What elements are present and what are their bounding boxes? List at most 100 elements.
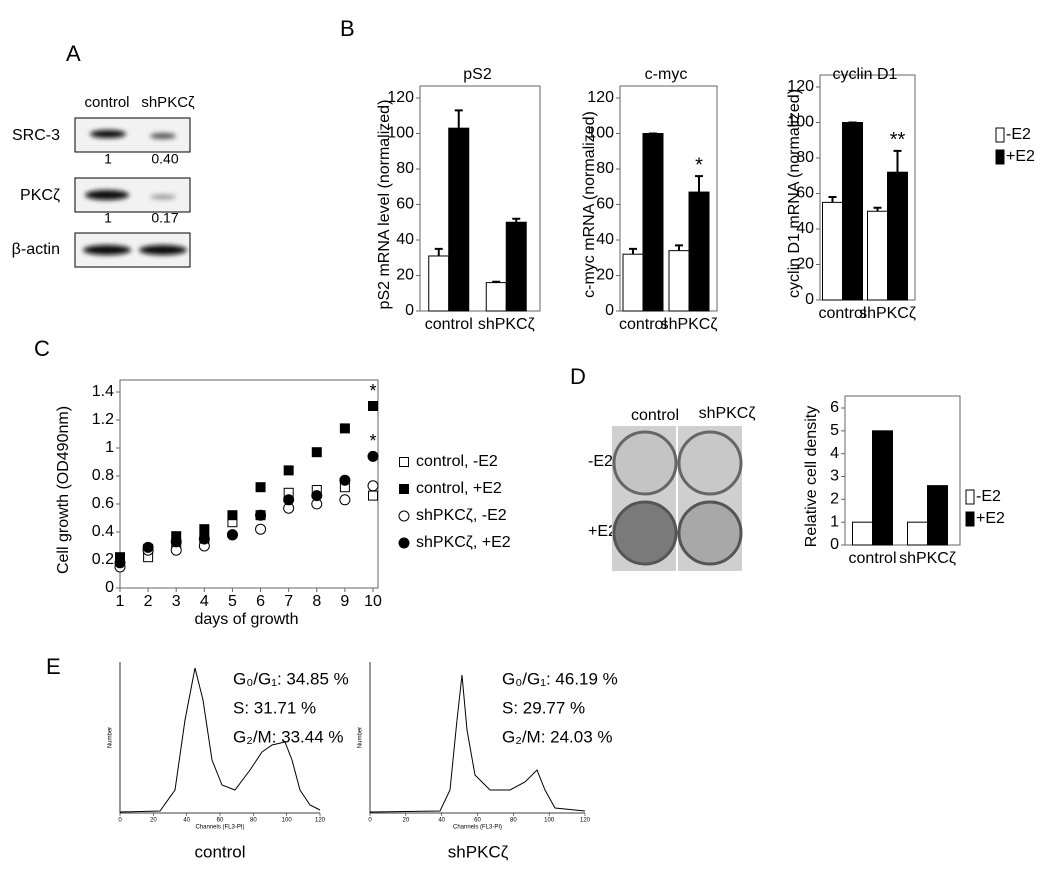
y-tick-label: 40 (596, 231, 614, 248)
y-axis-label: Cell growth (OD490nm) (55, 406, 72, 574)
marker (255, 509, 267, 521)
y-tick-label: 40 (796, 220, 814, 237)
x-tick-label: 7 (284, 593, 293, 610)
y-tick-label: 120 (587, 89, 614, 106)
x-tick-label: control (425, 316, 473, 333)
x-tick-label: 4 (200, 593, 209, 610)
x-tick-label: control (848, 550, 896, 567)
bar (887, 171, 908, 301)
x-tick-label: control (818, 305, 866, 322)
y-tick-label: 60 (596, 196, 614, 213)
legend-label: +E2 (976, 510, 1005, 527)
marker (255, 482, 266, 493)
marker (367, 480, 379, 492)
y-tick-label: 120 (787, 78, 814, 95)
x-tick-label: shPKCζ (661, 316, 718, 333)
blot-quant: 0.40 (151, 151, 178, 167)
marker (283, 494, 295, 506)
blot-band (150, 194, 176, 200)
x-tick-label: 8 (312, 593, 321, 610)
marker (398, 510, 410, 522)
blot-quant: 0.17 (151, 210, 178, 226)
marker (199, 524, 210, 535)
y-tick-label: 80 (796, 149, 814, 166)
legend-label: +E2 (1006, 148, 1035, 165)
x-tick-label: shPKCζ (859, 305, 916, 322)
bar (852, 521, 873, 546)
blot-band (150, 133, 176, 139)
plot-frame (844, 395, 961, 546)
plate-well (612, 500, 678, 566)
legend-label: shPKCζ, +E2 (416, 534, 511, 551)
flow-y-label: Number (108, 727, 114, 748)
legend-swatch (995, 149, 1005, 165)
y-tick-label: 3 (830, 468, 839, 485)
y-axis-label: c-myc mRNA (normalized) (581, 111, 598, 298)
flow-caption: control (194, 842, 245, 861)
y-tick-label: 0.6 (92, 495, 114, 512)
flow-stat: G₀/G₁: 34.85 % (233, 669, 349, 688)
bar (907, 521, 928, 546)
error-bar (695, 175, 703, 193)
marker (226, 529, 238, 541)
error-bar (629, 247, 637, 255)
flow-y-label: Number (358, 727, 364, 748)
marker (368, 401, 378, 411)
bar (668, 250, 690, 312)
y-tick-label: 1 (105, 439, 114, 456)
flow-curve (119, 667, 321, 813)
flow-stat: G₂/M: 24.03 % (502, 727, 613, 746)
panel-label: D (570, 364, 586, 389)
y-tick-label: 100 (587, 125, 614, 142)
error-bar (492, 280, 501, 283)
flow-x-label: Channels (FL3-PI) (195, 825, 244, 831)
y-tick-label: 2 (830, 491, 839, 508)
chart-title: c-myc (645, 66, 688, 83)
y-axis-label: pS2 mRNA level (normalized) (376, 100, 393, 310)
bar (822, 201, 843, 301)
marker (142, 541, 154, 553)
flow-x-tick-label: 0 (118, 818, 122, 824)
plate-well (677, 500, 743, 566)
error-bar (454, 109, 463, 129)
flow-x-tick-label: 60 (474, 818, 481, 824)
legend-label: shPKCζ, -E2 (416, 507, 507, 524)
y-tick-label: 0 (830, 536, 839, 553)
marker (399, 457, 409, 467)
y-tick-label: 0 (105, 579, 114, 596)
marker (368, 490, 378, 501)
y-tick-label: 20 (396, 267, 414, 284)
error-bar (873, 206, 882, 212)
y-tick-label: 60 (796, 185, 814, 202)
y-tick-label: 1 (830, 513, 839, 530)
marker (283, 465, 294, 476)
y-tick-label: 5 (830, 422, 839, 439)
plate-well (677, 430, 743, 496)
panel-label: A (66, 41, 81, 66)
western-blot: control shPKCζ SRC-3 PKCζ β-actin 1 0.40… (12, 94, 195, 268)
blot-band (85, 190, 129, 200)
marker (339, 474, 351, 486)
y-tick-label: 60 (396, 196, 414, 213)
bar (622, 253, 644, 312)
y-tick-label: 80 (596, 160, 614, 177)
y-tick-label: 100 (387, 125, 414, 142)
bar (485, 282, 507, 312)
x-tick-label: 6 (256, 593, 265, 610)
legend-label: control, +E2 (416, 480, 502, 497)
marker (311, 490, 323, 502)
y-tick-label: 1.4 (92, 383, 114, 400)
panel-label: C (34, 336, 50, 361)
annotation: * (695, 154, 703, 176)
plate-column: shPKCζ (699, 405, 756, 422)
y-tick-label: 0.2 (92, 551, 114, 568)
flow-stat: S: 31.71 % (233, 698, 316, 717)
plate-well (612, 430, 678, 496)
blot-quant: 1 (104, 151, 112, 167)
blot-band (83, 245, 131, 255)
marker (367, 450, 379, 462)
legend-swatch (995, 127, 1005, 143)
flow-x-tick-label: 0 (368, 818, 372, 824)
annotation: ** (890, 129, 906, 151)
legend-label: -E2 (1006, 126, 1031, 143)
